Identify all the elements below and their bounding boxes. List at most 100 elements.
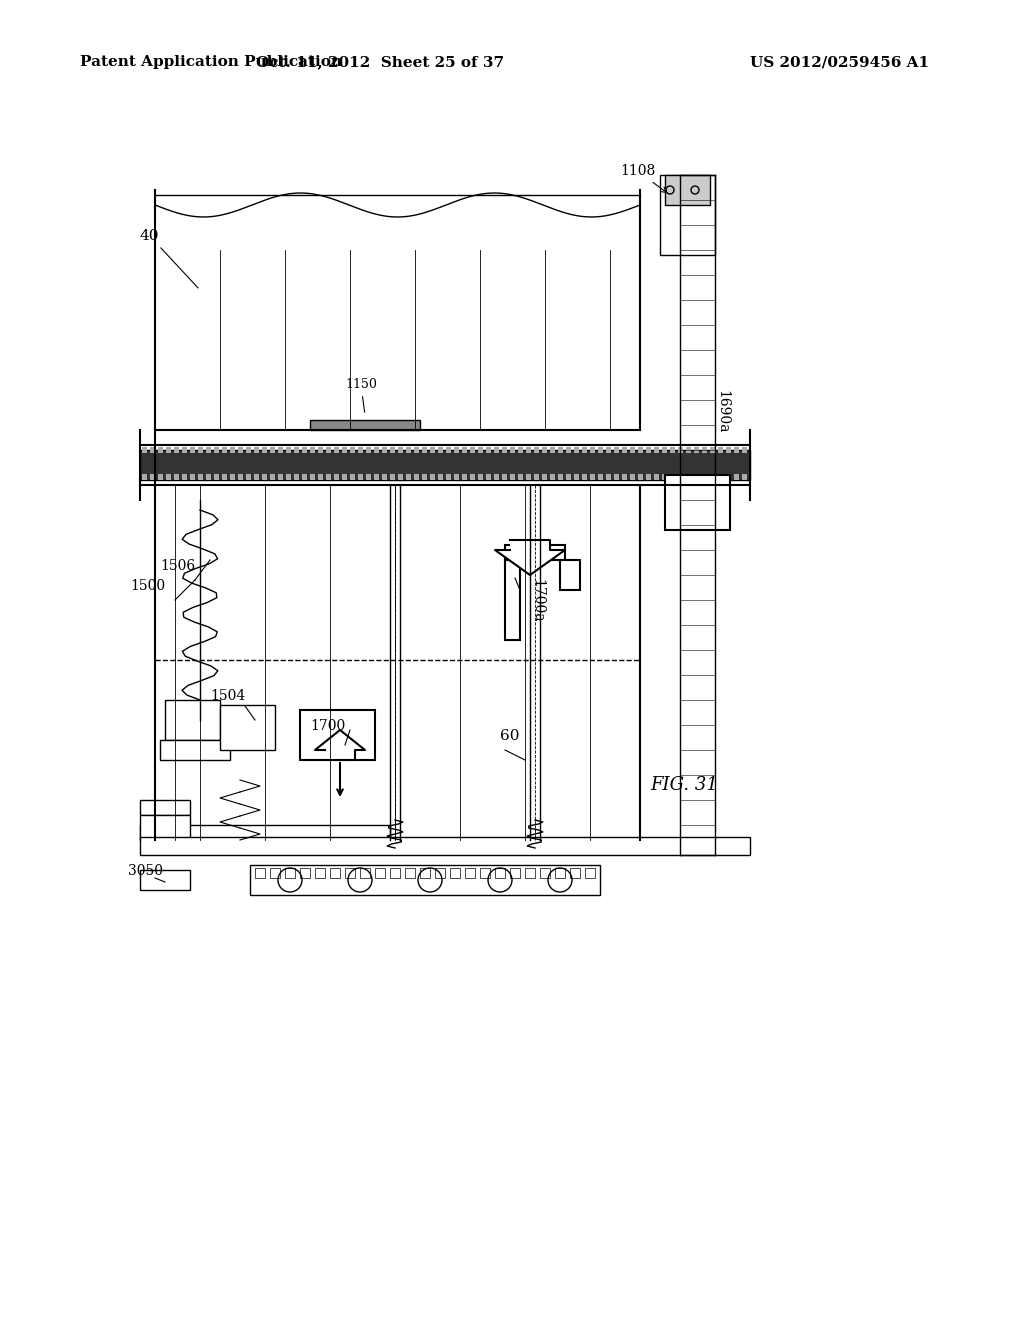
Bar	[694, 474, 699, 480]
Bar	[160, 741, 230, 760]
Bar	[214, 447, 219, 453]
Bar	[678, 474, 683, 480]
Bar	[502, 447, 507, 453]
Bar	[230, 474, 234, 480]
Bar	[285, 869, 295, 878]
Text: 60: 60	[500, 729, 519, 743]
Polygon shape	[495, 540, 565, 576]
Bar	[734, 474, 739, 480]
Bar	[254, 447, 259, 453]
Bar	[238, 474, 243, 480]
Bar	[300, 869, 310, 878]
Bar	[430, 447, 435, 453]
Bar	[382, 474, 387, 480]
Bar	[590, 447, 595, 453]
Bar	[446, 474, 451, 480]
Bar	[140, 450, 750, 480]
Bar	[582, 474, 587, 480]
Text: 1700: 1700	[310, 719, 345, 733]
Bar	[510, 474, 515, 480]
Text: Oct. 11, 2012  Sheet 25 of 37: Oct. 11, 2012 Sheet 25 of 37	[256, 55, 504, 69]
Bar	[638, 474, 643, 480]
Bar	[438, 474, 443, 480]
Bar	[140, 814, 190, 840]
Bar	[686, 474, 691, 480]
Bar	[142, 447, 147, 453]
Bar	[555, 869, 565, 878]
Bar	[550, 474, 555, 480]
Bar	[158, 447, 163, 453]
Bar	[310, 474, 315, 480]
Bar	[254, 474, 259, 480]
Bar	[222, 474, 227, 480]
Bar	[390, 869, 400, 878]
Bar	[654, 474, 659, 480]
Bar	[542, 474, 547, 480]
Bar	[422, 474, 427, 480]
Text: FIG. 31: FIG. 31	[650, 776, 718, 795]
Bar	[390, 474, 395, 480]
Bar	[622, 447, 627, 453]
Bar	[414, 447, 419, 453]
Bar	[630, 447, 635, 453]
Bar	[454, 447, 459, 453]
Bar	[438, 447, 443, 453]
Bar	[560, 560, 580, 590]
Bar	[614, 447, 618, 453]
Bar	[350, 447, 355, 453]
Bar	[206, 447, 211, 453]
Bar	[742, 447, 746, 453]
Bar	[518, 474, 523, 480]
Bar	[270, 474, 275, 480]
Bar	[182, 447, 187, 453]
Bar	[542, 447, 547, 453]
Bar	[398, 474, 403, 480]
Bar	[350, 474, 355, 480]
Bar	[294, 474, 299, 480]
Bar	[718, 447, 723, 453]
Bar	[702, 474, 707, 480]
Bar	[435, 869, 445, 878]
Bar	[330, 869, 340, 878]
Bar	[222, 447, 227, 453]
Bar	[582, 447, 587, 453]
Bar	[398, 447, 403, 453]
Bar	[480, 869, 490, 878]
Bar	[374, 447, 379, 453]
Bar	[190, 474, 195, 480]
Text: 1506: 1506	[160, 558, 196, 573]
Bar	[318, 474, 323, 480]
Bar	[262, 474, 267, 480]
Bar	[206, 474, 211, 480]
Bar	[302, 474, 307, 480]
Bar	[590, 474, 595, 480]
Bar	[726, 447, 731, 453]
Bar	[294, 447, 299, 453]
Bar	[574, 474, 579, 480]
Bar	[665, 176, 710, 205]
Bar	[606, 447, 611, 453]
Bar	[374, 474, 379, 480]
Bar	[630, 474, 635, 480]
Bar	[505, 545, 565, 560]
Bar	[534, 447, 539, 453]
Text: 1700a: 1700a	[530, 579, 544, 623]
Bar	[678, 447, 683, 453]
Bar	[198, 474, 203, 480]
Bar	[190, 447, 195, 453]
Bar	[665, 475, 730, 531]
Bar	[165, 700, 220, 741]
Bar	[270, 869, 280, 878]
Bar	[518, 447, 523, 453]
Bar	[278, 447, 283, 453]
Bar	[494, 447, 499, 453]
Bar	[326, 447, 331, 453]
Bar	[486, 474, 490, 480]
Bar	[318, 447, 323, 453]
Text: 1500: 1500	[130, 579, 165, 593]
Bar	[142, 474, 147, 480]
Bar	[470, 447, 475, 453]
Bar	[166, 447, 171, 453]
Bar	[550, 447, 555, 453]
Bar	[382, 447, 387, 453]
